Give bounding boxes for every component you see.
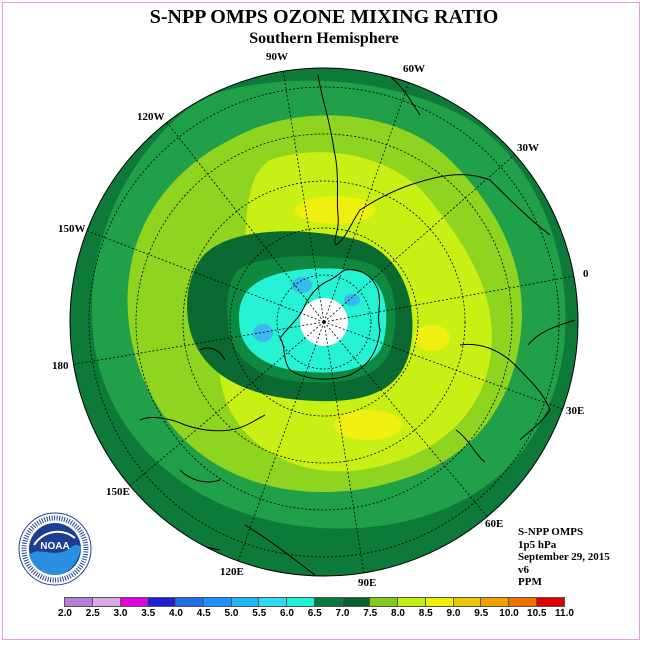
info-instrument: S-NPP OMPS [518,526,584,538]
lon-label-120e: 120E [220,566,244,578]
noaa-logo-text: NOAA [40,541,69,552]
latitude-circles [88,86,560,558]
pole-marker [322,320,326,324]
colorbar-swatch [202,597,232,607]
lon-label-30w: 30W [517,142,539,154]
map-subtitle: Southern Hemisphere [249,30,399,47]
info-date: September 29, 2015 [518,551,610,563]
lon-label-60e: 60E [485,518,504,530]
colorbar-swatch [535,597,565,607]
colorbar-tick-label: 5.0 [224,608,239,619]
colorbar-tick-label: 6.0 [280,608,294,619]
lon-label-150w: 150W [58,223,86,235]
lon-label-180: 180 [52,360,69,372]
colorbar-tick-label: 4.0 [169,608,183,619]
colorbar-swatch [91,597,121,607]
yellow-patch-south [334,410,402,440]
info-version: v6 [518,563,529,576]
colorbar-tick-label: 3.5 [141,608,156,619]
lon-label-120w: 120W [137,111,165,123]
colorbar-swatch [397,597,426,607]
colorbar-swatch [424,597,454,607]
colorbar-tick-label: 7.0 [335,608,350,619]
info-level: 1p5 hPa [518,538,557,551]
blue-spot-3 [253,324,273,342]
map-border [69,67,579,577]
colorbar-swatch [175,597,204,607]
colorbar-tick-label: 9.0 [446,608,461,619]
colorbar-swatch [119,597,149,607]
colorbar-swatch [258,597,287,607]
colorbar [64,597,565,607]
colorbar-tick-label: 7.5 [363,608,378,619]
colorbar-swatch [286,597,315,607]
colorbar-tick-label: 11.0 [555,608,574,619]
lon-label-30e: 30E [566,405,585,417]
colorbar-tick-label: 4.5 [196,608,211,619]
lon-label-90w: 90W [266,51,288,63]
yellow-patch-east [414,325,450,351]
lon-label-150e: 150E [106,486,130,498]
colorbar-tick-label: 2.0 [58,608,72,619]
colorbar-swatch [480,597,509,607]
colorbar-tick-label: 9.5 [474,608,489,619]
lon-label-0: 0 [583,268,589,280]
colorbar-swatch [369,597,398,607]
blue-spot-1 [292,277,312,293]
colorbar-tick-label: 8.5 [418,608,433,619]
colorbar-tick-label: 6.5 [307,608,322,619]
colorbar-swatch [508,597,537,607]
blue-spot-2 [344,294,360,306]
colorbar-swatch [230,597,260,607]
colorbar-tick-label: 8.0 [391,608,405,619]
map-title: S-NPP OMPS OZONE MIXING RATIO [149,6,499,28]
colorbar-swatch [341,597,371,607]
yellow-patch-north [295,196,375,224]
info-units: PPM [518,576,542,588]
colorbar-swatch [147,597,176,607]
colorbar-tick-label: 5.5 [252,608,267,619]
info-block: S-NPP OMPS 1p5 hPa September 29, 2015 v6… [518,526,610,589]
lon-label-90e: 90E [358,577,377,589]
colorbar-tick-label: 10.0 [499,608,519,619]
colorbar-tick-label: 10.5 [527,608,547,619]
colorbar-tick-label: 3.0 [113,608,128,619]
figure-frame [2,2,640,640]
colorbar-swatch [452,597,482,607]
colorbar-tick-label: 2.5 [85,608,100,619]
colorbar-swatch [313,597,343,607]
lon-label-60w: 60W [403,63,425,75]
colorbar-swatch [64,597,93,607]
